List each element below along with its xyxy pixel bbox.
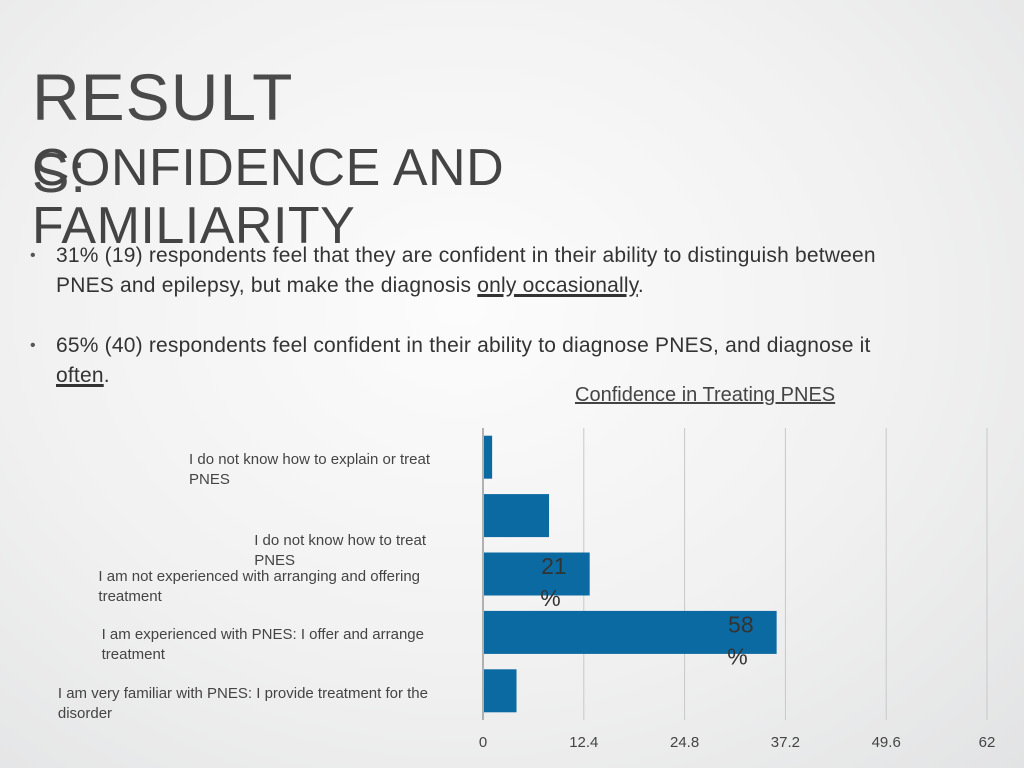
y-category-label: I do not know how to treat PNES (254, 532, 426, 569)
bar (484, 435, 493, 479)
y-category-label: I am experienced with PNES: I offer and … (101, 626, 424, 663)
slide-title-line-2: S: (32, 141, 87, 204)
bullet-text: 31% (19) respondents feel that they are … (56, 244, 876, 297)
y-category-label: I do not know how to explain or treat PN… (189, 451, 430, 488)
bar (484, 494, 550, 538)
x-tick-label: 0 (479, 734, 487, 751)
slide-title-line-1: RESULT (32, 60, 294, 134)
x-tick-label: 37.2 (771, 734, 800, 751)
data-label: 21% (540, 553, 566, 611)
x-tick-label: 12.4 (569, 734, 598, 751)
bar (484, 610, 777, 654)
bar (484, 552, 590, 596)
slide-subtitle-line-2: FAMILIARITY (32, 197, 356, 255)
bar (484, 669, 517, 713)
y-category-label: I am very familiar with PNES: I provide … (57, 685, 428, 722)
bullet-dot: • (30, 337, 36, 354)
slide-subtitle-line-1: CONFIDENCE AND (32, 139, 505, 197)
x-tick-label: 24.8 (670, 734, 699, 751)
x-tick-label: 49.6 (872, 734, 901, 751)
data-label: 58% (727, 611, 753, 669)
bullet-text: 65% (40) respondents feel confident in t… (56, 334, 871, 387)
bullet-dot: • (30, 247, 36, 264)
x-tick-label: 62 (979, 734, 996, 751)
y-category-label: I am not experienced with arranging and … (98, 568, 420, 605)
chart-title: Confidence in Treating PNES (575, 384, 836, 406)
